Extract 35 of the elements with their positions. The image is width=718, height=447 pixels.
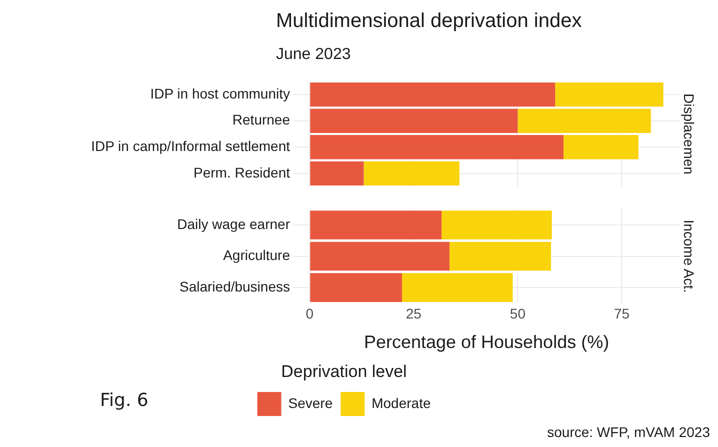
y-tick-label: IDP in camp/Informal settlement	[91, 138, 290, 154]
y-tick-label: Salaried/business	[179, 278, 290, 294]
x-tick-label: 25	[406, 305, 422, 322]
chart-title: Multidimensional deprivation index	[276, 10, 582, 33]
bar	[310, 135, 564, 160]
x-tick-label: 0	[306, 305, 314, 322]
x-tick-label: 75	[614, 305, 630, 322]
y-tick-label: Agriculture	[223, 247, 290, 264]
bar	[518, 108, 651, 133]
bar	[555, 82, 664, 107]
legend-label: Moderate	[372, 394, 431, 411]
caption: Fig. 6	[100, 390, 148, 411]
bar	[310, 242, 450, 271]
bar	[449, 242, 551, 271]
text: Income Act.	[681, 220, 698, 293]
bar	[310, 210, 442, 240]
chart-subtitle: June 2023	[276, 46, 351, 64]
bar	[310, 161, 364, 186]
y-tick-label: IDP in host community	[150, 85, 290, 102]
bar	[364, 161, 460, 186]
bar	[402, 273, 513, 302]
bar	[310, 108, 518, 133]
bar	[563, 135, 638, 160]
x-tick-label: 50	[510, 305, 526, 322]
y-tick-label: Daily wage earner	[177, 216, 290, 232]
bar	[310, 273, 402, 302]
x-axis-title: Percentage of Households (%)	[364, 332, 610, 352]
y-tick-label: Returnee	[232, 112, 290, 128]
bar	[310, 82, 556, 107]
y-tick-label: Perm. Resident	[194, 164, 290, 180]
legend-title: Deprivation level	[281, 362, 407, 381]
bar	[442, 210, 552, 240]
legend-label: Severe	[288, 394, 333, 411]
text: Displacemen	[681, 94, 698, 174]
source-note: source: WFP, mVAM 2023	[547, 424, 710, 440]
